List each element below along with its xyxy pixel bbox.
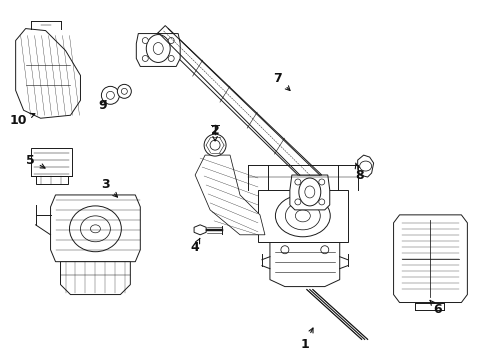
Polygon shape (155, 26, 321, 175)
Circle shape (203, 134, 225, 156)
Text: 6: 6 (429, 300, 441, 316)
Polygon shape (36, 176, 67, 184)
Circle shape (318, 179, 324, 185)
Circle shape (294, 179, 300, 185)
Polygon shape (195, 155, 264, 235)
Polygon shape (136, 33, 180, 67)
Ellipse shape (90, 225, 100, 233)
Ellipse shape (304, 186, 314, 198)
Text: 4: 4 (190, 238, 200, 254)
Polygon shape (289, 175, 329, 210)
Polygon shape (393, 215, 467, 302)
Polygon shape (357, 155, 373, 177)
Circle shape (117, 84, 131, 98)
Text: 5: 5 (26, 154, 45, 168)
Polygon shape (258, 190, 347, 242)
Polygon shape (61, 262, 130, 294)
Ellipse shape (295, 210, 310, 222)
FancyBboxPatch shape (31, 148, 72, 176)
Text: 3: 3 (101, 179, 117, 197)
Circle shape (320, 246, 328, 254)
Polygon shape (50, 195, 140, 262)
Circle shape (168, 55, 174, 62)
Text: 2: 2 (210, 124, 219, 141)
Circle shape (168, 37, 174, 44)
Text: 9: 9 (98, 99, 106, 112)
Text: 1: 1 (300, 328, 312, 351)
Ellipse shape (359, 161, 371, 171)
Ellipse shape (81, 216, 110, 242)
Ellipse shape (153, 42, 163, 54)
Polygon shape (16, 28, 81, 118)
Ellipse shape (146, 35, 170, 62)
Text: 7: 7 (273, 72, 289, 90)
Circle shape (142, 37, 148, 44)
Ellipse shape (275, 195, 329, 237)
Circle shape (318, 199, 324, 205)
Ellipse shape (298, 178, 320, 206)
Circle shape (142, 55, 148, 62)
Circle shape (101, 86, 119, 104)
Text: 10: 10 (10, 113, 35, 127)
Circle shape (121, 88, 127, 94)
Ellipse shape (285, 202, 320, 230)
Circle shape (106, 91, 114, 99)
Circle shape (294, 199, 300, 205)
Circle shape (280, 246, 288, 254)
Text: 8: 8 (354, 163, 363, 181)
Circle shape (210, 140, 220, 150)
Polygon shape (194, 225, 206, 235)
Ellipse shape (69, 206, 121, 252)
Polygon shape (269, 242, 339, 287)
